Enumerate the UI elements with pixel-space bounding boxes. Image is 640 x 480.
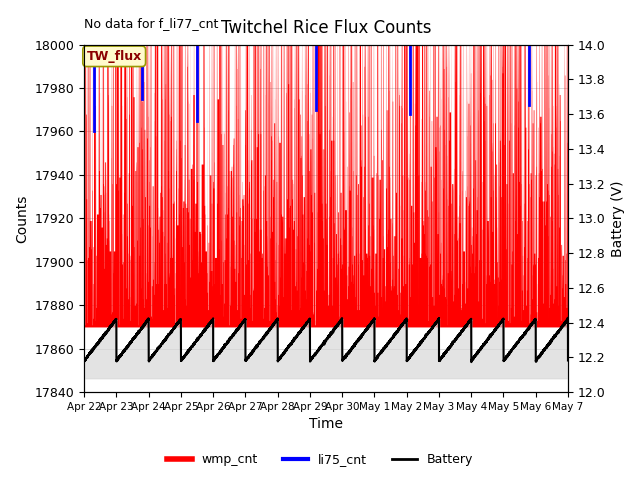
Title: Twitchel Rice Flux Counts: Twitchel Rice Flux Counts bbox=[221, 20, 431, 37]
Y-axis label: Battery (V): Battery (V) bbox=[611, 180, 625, 257]
Y-axis label: Counts: Counts bbox=[15, 194, 29, 242]
Text: No data for f_li77_cnt: No data for f_li77_cnt bbox=[84, 17, 218, 30]
Legend: wmp_cnt, li75_cnt, Battery: wmp_cnt, li75_cnt, Battery bbox=[162, 448, 478, 471]
X-axis label: Time: Time bbox=[309, 418, 343, 432]
Text: TW_flux: TW_flux bbox=[86, 50, 142, 63]
